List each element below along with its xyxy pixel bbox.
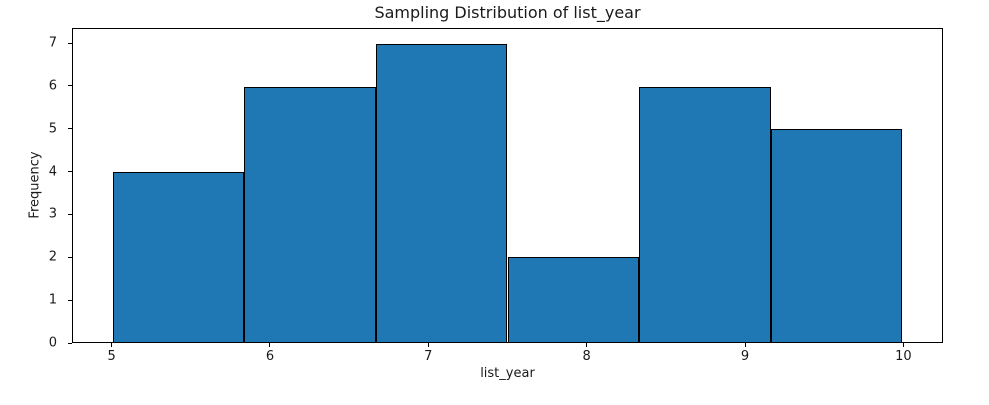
x-tick-label: 5 (107, 349, 116, 364)
y-tick-mark (68, 128, 72, 130)
x-tick-mark (111, 343, 113, 347)
histogram-bar (375, 43, 508, 342)
x-tick-label: 9 (740, 349, 750, 364)
y-tick-label: 6 (48, 78, 57, 94)
y-axis-tick-marks (68, 28, 72, 344)
x-tick-label: 8 (582, 349, 591, 364)
y-tick-mark (68, 85, 72, 87)
x-axis-tick-marks (72, 343, 943, 347)
y-tick-mark (68, 171, 72, 173)
x-tick-label: 7 (424, 349, 433, 364)
x-tick-mark (427, 343, 429, 347)
y-tick-label: 1 (48, 292, 57, 308)
x-axis-label: list_year (480, 366, 535, 381)
y-tick-label: 5 (48, 121, 57, 137)
y-tick-label: 0 (48, 335, 57, 351)
y-axis-tick-labels: 0 1 2 3 4 5 6 7 (0, 28, 64, 351)
y-tick-mark (68, 256, 72, 258)
x-tick-mark (744, 343, 746, 347)
histogram-bar (639, 86, 771, 342)
x-tick-mark (586, 343, 588, 347)
histogram-bar (507, 256, 640, 342)
y-tick-mark (68, 213, 72, 215)
histogram-bar (244, 86, 376, 342)
y-tick-label: 7 (48, 35, 57, 51)
plot-area (72, 28, 943, 343)
x-tick-mark (902, 343, 904, 347)
y-tick-mark (68, 42, 72, 44)
histogram-bar (770, 129, 903, 342)
x-tick-label: 10 (895, 349, 912, 364)
y-tick-mark (68, 342, 72, 344)
y-tick-label: 3 (48, 206, 57, 222)
y-tick-label: 2 (48, 249, 57, 265)
histogram-bar (112, 171, 245, 342)
chart-title: Sampling Distribution of list_year (374, 3, 641, 22)
y-tick-mark (68, 299, 72, 301)
x-tick-label: 6 (265, 349, 275, 364)
y-axis-label: Frequency (27, 151, 43, 219)
x-tick-mark (269, 343, 271, 347)
y-tick-label: 4 (48, 164, 57, 180)
x-axis-tick-labels: 5 6 7 8 9 10 (72, 349, 943, 365)
